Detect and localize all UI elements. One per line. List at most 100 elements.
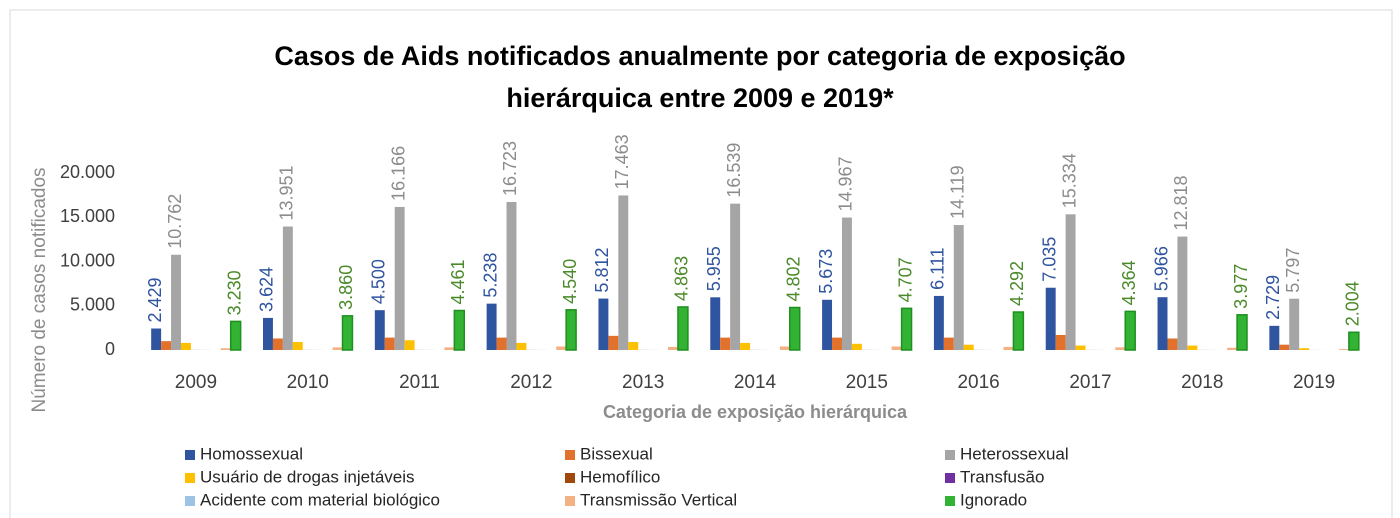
bar	[1177, 236, 1188, 350]
bar	[1167, 338, 1178, 350]
bar	[404, 340, 415, 350]
bar	[272, 338, 283, 350]
bar	[151, 328, 162, 350]
bar	[384, 337, 395, 350]
data-label: 2.729	[1263, 275, 1283, 320]
data-label: 5.797	[1283, 248, 1303, 293]
data-label: 13.951	[277, 165, 297, 220]
bar	[171, 254, 181, 350]
bar	[720, 337, 731, 350]
bar	[506, 202, 517, 350]
bar	[282, 226, 293, 350]
bar	[516, 342, 527, 350]
bar	[608, 335, 619, 350]
bar	[900, 307, 913, 351]
y-tick-label: 15.000	[60, 206, 115, 226]
bar	[292, 342, 303, 350]
x-tick-label: 2017	[1069, 372, 1111, 393]
legend-swatch	[565, 496, 575, 506]
bar	[220, 348, 231, 350]
bar	[1065, 214, 1076, 350]
legend-swatch	[945, 450, 955, 460]
bar	[1157, 297, 1168, 350]
y-tick-label: 0	[105, 339, 115, 359]
chart-title: Casos de Aids notificados anualmente por…	[274, 41, 1125, 71]
bar	[668, 346, 678, 350]
data-label: 7.035	[1039, 237, 1059, 282]
data-label: 4.863	[672, 256, 692, 301]
bar	[486, 303, 497, 350]
bar	[453, 309, 466, 351]
x-tick-label: 2011	[399, 372, 440, 393]
bar	[1045, 287, 1056, 350]
data-label: 10.762	[165, 194, 185, 249]
bar	[332, 347, 343, 350]
legend-label: Hemofílico	[580, 467, 660, 486]
legend-swatch	[565, 473, 575, 483]
x-tick-label: 2014	[734, 372, 777, 393]
bar	[1055, 334, 1066, 350]
bar	[1075, 345, 1086, 350]
legend-label: Acidente com material biológico	[200, 490, 440, 509]
bar	[891, 346, 902, 350]
bar	[963, 344, 974, 350]
bar	[740, 342, 751, 350]
bar	[677, 306, 689, 351]
data-label: 4.500	[369, 259, 389, 304]
legend-swatch	[185, 473, 195, 483]
bar	[779, 346, 790, 350]
legend-label: Transfusão	[960, 467, 1044, 486]
data-label: 3.860	[336, 265, 356, 310]
legend-label: Bissexual	[580, 444, 653, 463]
bar	[822, 299, 833, 350]
data-label: 15.334	[1059, 153, 1079, 208]
data-label: 5.812	[592, 248, 612, 293]
y-tick-label: 10.000	[60, 250, 115, 270]
legend-label: Transmissão Vertical	[580, 490, 737, 509]
data-label: 4.802	[784, 256, 804, 301]
bar	[789, 306, 801, 351]
data-label: 4.364	[1119, 260, 1139, 305]
legend-swatch	[185, 450, 195, 460]
bar	[1187, 345, 1198, 350]
bar	[181, 342, 191, 350]
bar	[730, 203, 741, 350]
legend-label: Heterossexual	[960, 444, 1069, 463]
x-axis-title: Categoria de exposição hierárquica	[603, 402, 908, 422]
bar	[1115, 347, 1126, 350]
x-tick-label: 2010	[287, 372, 329, 393]
bar	[618, 195, 629, 350]
data-label: 3.230	[224, 270, 244, 315]
data-label: 4.707	[895, 257, 915, 302]
legend-label: Homossexual	[200, 444, 303, 463]
bar	[851, 343, 862, 350]
bar	[556, 346, 567, 350]
x-tick-label: 2015	[846, 372, 888, 393]
legend-swatch	[945, 473, 955, 483]
data-label: 6.111	[928, 248, 948, 290]
bar	[943, 337, 954, 350]
legend-label: Ignorado	[960, 490, 1027, 509]
x-tick-label: 2009	[175, 372, 217, 393]
data-label: 2.004	[1343, 281, 1363, 326]
bar	[1003, 346, 1014, 350]
x-tick-label: 2013	[622, 372, 664, 393]
bar	[710, 297, 721, 350]
legend-swatch	[185, 496, 195, 506]
bar	[598, 298, 609, 350]
bar	[161, 341, 172, 350]
data-label: 14.967	[836, 156, 856, 211]
data-label: 2.429	[145, 277, 165, 322]
bar	[832, 337, 842, 350]
data-label: 3.977	[1231, 264, 1251, 309]
data-label: 4.461	[448, 259, 468, 304]
data-label: 16.166	[388, 146, 408, 201]
chart-border	[9, 9, 1393, 518]
bar	[496, 337, 507, 350]
bar	[394, 206, 405, 350]
bar	[565, 309, 577, 351]
data-label: 17.463	[612, 134, 632, 189]
y-tick-label: 20.000	[60, 162, 115, 182]
y-axis-title: Número de casos notificados	[29, 167, 50, 412]
